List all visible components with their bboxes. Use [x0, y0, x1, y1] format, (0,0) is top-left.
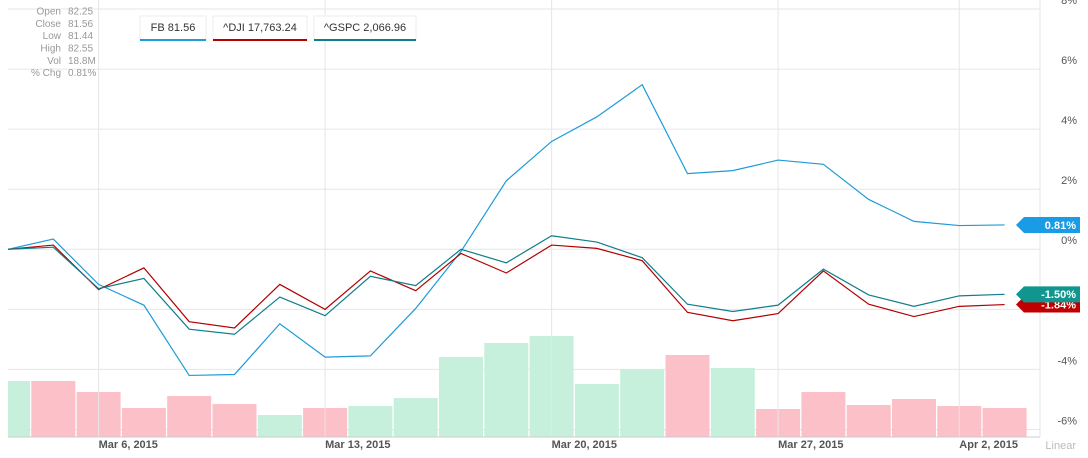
volume-bar [257, 415, 302, 437]
y-tick-label: 4% [1061, 115, 1077, 127]
series-line [7, 244, 1005, 329]
legend-label: ^DJI 17,763.24 [223, 22, 297, 34]
volume-bar [31, 381, 76, 437]
x-tick-label: Mar 20, 2015 [552, 439, 617, 451]
badge-label: -1.84% [1041, 299, 1076, 311]
y-tick-label: 6% [1061, 55, 1077, 67]
info-label: Vol [47, 56, 61, 67]
y-tick-label: 2% [1061, 175, 1077, 187]
legend-box [139, 15, 207, 41]
volume-bar [574, 384, 619, 437]
info-label: % Chg [31, 68, 61, 79]
badge-shape [1016, 286, 1080, 303]
info-value: 81.44 [68, 31, 93, 42]
series-line [7, 83, 1005, 377]
volume-bar [892, 399, 936, 437]
volume-bar [846, 405, 891, 437]
volume-bar [665, 355, 710, 437]
legend-item: ^GSPC 2,066.96 [313, 15, 417, 41]
info-value: 81.56 [68, 19, 93, 30]
legend-box [212, 15, 308, 41]
volume-bar [620, 369, 665, 437]
x-tick-label: Mar 6, 2015 [99, 439, 158, 451]
badge-label: 0.81% [1045, 220, 1076, 232]
value-badge: 0.81% [1016, 216, 1080, 233]
volume-bar [484, 343, 529, 437]
legend-box [313, 15, 417, 41]
x-tick-label: Mar 27, 2015 [778, 439, 843, 451]
y-tick-label: 8% [1061, 0, 1077, 7]
volume-bars [8, 336, 1027, 437]
info-panel: Open 82.25 Close 81.56 Low 81.44 High 82.55 Vol 1… [31, 7, 96, 80]
x-tick-label: Mar 13, 2015 [325, 439, 390, 451]
volume-bar [212, 404, 257, 437]
info-value: 82.25 [68, 7, 93, 18]
legend-item: ^DJI 17,763.24 [212, 15, 308, 41]
volume-bar [121, 408, 166, 437]
legend-item: FB 81.56 [139, 15, 207, 41]
info-value: 82.55 [68, 44, 93, 55]
legend-label: FB 81.56 [151, 22, 196, 34]
badge-shape [1016, 216, 1080, 233]
value-badge: -1.50% [1016, 286, 1080, 303]
volume-bar [710, 368, 755, 437]
volume-bar [982, 408, 1027, 437]
info-value: 0.81% [68, 68, 96, 79]
volume-bar [8, 381, 30, 437]
badge-label: -1.50% [1041, 289, 1076, 301]
volume-bar [393, 398, 438, 437]
info-label: Close [35, 19, 61, 30]
info-label: High [40, 44, 61, 55]
y-tick-label: -6% [1057, 415, 1077, 427]
volume-bar [167, 396, 212, 437]
volume-bar [801, 392, 846, 437]
info-label: Open [37, 7, 61, 18]
volume-bar [348, 406, 393, 437]
legend-label: ^GSPC 2,066.96 [324, 22, 406, 34]
series-line [7, 235, 1005, 335]
info-label: Low [43, 31, 62, 42]
y-tick-label: 0% [1061, 235, 1077, 247]
y-tick-label: -4% [1057, 355, 1077, 367]
x-tick-label: Apr 2, 2015 [959, 439, 1018, 451]
info-value: 18.8M [68, 56, 96, 67]
volume-bar [439, 357, 483, 437]
scale-label: Linear [1045, 440, 1076, 452]
